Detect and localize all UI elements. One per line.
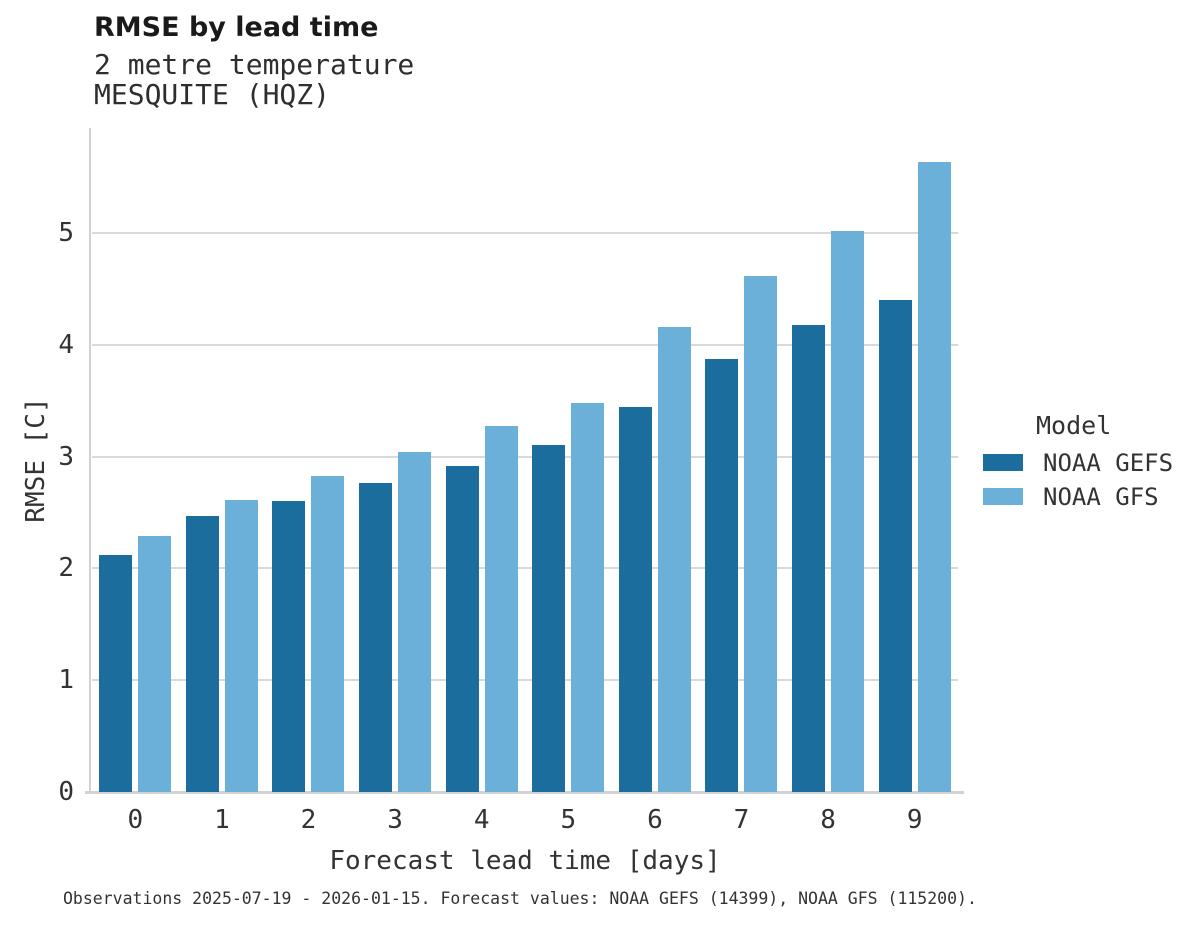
y-axis-spine xyxy=(89,128,91,793)
chart-subtitle-variable: 2 metre temperature xyxy=(94,48,415,81)
x-tick-label-0: 0 xyxy=(127,805,144,835)
chart-header: RMSE by lead time 2 metre temperature ME… xyxy=(94,12,414,110)
plot-area xyxy=(85,128,964,794)
bar-group-day-9 xyxy=(871,128,958,792)
gridline-y4 xyxy=(92,343,958,346)
x-tick-label-3: 3 xyxy=(387,805,403,835)
bar-noaa-gfs-day-1 xyxy=(224,500,258,792)
gridline-y2 xyxy=(92,567,958,570)
bar-noaa-gfs-day-7 xyxy=(744,275,778,792)
y-tick-label-0: 0 xyxy=(58,777,74,807)
gridline-y5 xyxy=(92,232,958,235)
bar-group-day-6 xyxy=(612,128,699,792)
x-tick-label-6: 6 xyxy=(647,805,663,835)
y-tick-label-1: 1 xyxy=(58,665,74,696)
x-axis-spine xyxy=(85,791,964,794)
bar-noaa-gfs-day-6 xyxy=(657,326,691,792)
chart-subtitle-station: MESQUITE (HQZ) xyxy=(94,78,331,111)
bar-noaa-gefs-day-8 xyxy=(792,324,826,792)
bar-noaa-gefs-day-0 xyxy=(99,555,133,792)
bar-group-day-0 xyxy=(92,128,179,792)
x-tick-label-2: 2 xyxy=(300,805,317,835)
legend-swatch-icon xyxy=(983,488,1023,505)
x-tick-label-5: 5 xyxy=(560,805,577,835)
legend-swatch-icon xyxy=(983,454,1023,471)
bar-group-day-8 xyxy=(785,128,872,792)
bar-noaa-gefs-day-2 xyxy=(272,501,306,792)
x-tick-label-1: 1 xyxy=(214,805,230,835)
bar-noaa-gefs-day-3 xyxy=(359,483,393,792)
bar-noaa-gfs-day-2 xyxy=(311,475,345,792)
bar-group-day-4 xyxy=(438,128,525,792)
legend-label: NOAA GEFS xyxy=(1043,448,1174,477)
bar-group-day-2 xyxy=(265,128,352,792)
bar-group-day-5 xyxy=(525,128,612,792)
bar-group-day-3 xyxy=(352,128,439,792)
legend-rows: NOAA GEFS NOAA GFS xyxy=(983,449,1173,511)
legend-item-noaa-gfs: NOAA GFS xyxy=(983,483,1173,511)
x-tick-label-4: 4 xyxy=(473,805,490,835)
bar-noaa-gefs-day-6 xyxy=(618,407,652,792)
chart-title: RMSE by lead time xyxy=(94,12,379,43)
bar-noaa-gfs-day-5 xyxy=(571,403,605,792)
y-tick-label-4: 4 xyxy=(58,329,74,360)
legend: Model NOAA GEFS NOAA GFS xyxy=(983,412,1173,522)
x-tick-label-8: 8 xyxy=(820,805,836,835)
y-tick-label-3: 3 xyxy=(58,441,74,472)
gridline-y3 xyxy=(92,455,958,458)
legend-title: Model xyxy=(1036,411,1112,440)
bar-noaa-gefs-day-9 xyxy=(878,300,912,792)
bar-noaa-gfs-day-4 xyxy=(484,426,518,792)
y-tick-label-5: 5 xyxy=(58,218,74,249)
x-axis-title: Forecast lead time [days] xyxy=(329,846,721,876)
y-tick-label-2: 2 xyxy=(58,553,74,584)
bar-group-day-1 xyxy=(179,128,266,792)
bar-noaa-gefs-day-4 xyxy=(445,465,479,792)
bars-layer xyxy=(92,128,958,792)
gridline-y1 xyxy=(92,679,958,682)
x-tick-label-7: 7 xyxy=(733,805,750,835)
bar-noaa-gefs-day-7 xyxy=(705,359,739,792)
bar-noaa-gfs-day-3 xyxy=(398,452,432,792)
bar-noaa-gfs-day-8 xyxy=(831,230,865,792)
bar-noaa-gfs-day-0 xyxy=(138,536,172,792)
bar-noaa-gefs-day-1 xyxy=(185,515,219,792)
bar-noaa-gfs-day-9 xyxy=(917,161,951,792)
bar-noaa-gefs-day-5 xyxy=(532,445,566,792)
bar-group-day-7 xyxy=(698,128,785,792)
footer-note: Observations 2025-07-19 - 2026-01-15. Fo… xyxy=(63,889,977,908)
legend-item-noaa-gefs: NOAA GEFS xyxy=(983,449,1173,477)
legend-label: NOAA GFS xyxy=(1043,482,1159,511)
x-tick-label-9: 9 xyxy=(906,805,923,835)
